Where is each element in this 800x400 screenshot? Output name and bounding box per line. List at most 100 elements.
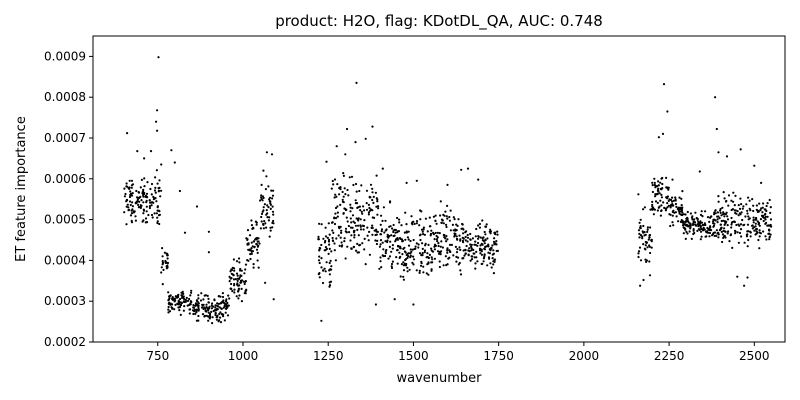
data-point <box>250 224 254 227</box>
data-point <box>154 191 157 194</box>
data-point <box>380 230 383 233</box>
data-point <box>349 210 352 213</box>
data-point <box>469 232 472 236</box>
data-point <box>330 268 333 271</box>
data-point <box>207 230 210 233</box>
data-point <box>689 212 693 215</box>
data-point <box>751 198 754 201</box>
data-point <box>655 193 658 196</box>
data-point <box>402 269 406 272</box>
data-point <box>740 211 743 214</box>
data-point <box>717 195 720 198</box>
data-point <box>469 259 472 262</box>
data-point <box>745 203 748 206</box>
data-point <box>725 199 728 203</box>
data-point <box>474 240 477 243</box>
data-point <box>665 207 668 210</box>
data-point <box>404 258 408 261</box>
data-point <box>381 254 384 257</box>
data-point <box>674 199 677 202</box>
data-point <box>434 214 437 217</box>
data-point <box>167 299 170 302</box>
data-point <box>475 227 478 231</box>
data-point <box>437 244 440 248</box>
data-point <box>746 212 749 215</box>
data-point <box>341 190 344 194</box>
data-point <box>478 222 481 226</box>
data-point <box>481 262 484 265</box>
data-point <box>700 235 703 238</box>
data-point <box>680 204 683 207</box>
data-point <box>188 312 191 315</box>
data-point <box>260 194 263 197</box>
data-point <box>721 206 724 209</box>
data-point <box>464 239 467 242</box>
data-point <box>679 220 683 223</box>
data-point <box>674 196 677 199</box>
data-point <box>143 185 146 188</box>
x-tick-label: 1500 <box>398 349 429 363</box>
data-point <box>733 220 737 224</box>
data-point <box>454 245 457 248</box>
data-point <box>161 255 164 258</box>
data-point <box>182 300 185 303</box>
data-point <box>458 246 461 249</box>
data-point <box>233 288 236 291</box>
data-point <box>358 243 362 246</box>
data-point <box>197 297 200 300</box>
data-point <box>407 230 410 233</box>
data-point <box>474 267 477 270</box>
data-point <box>364 263 367 266</box>
data-point <box>137 203 140 206</box>
data-point <box>687 225 690 228</box>
data-point <box>748 217 751 220</box>
data-point <box>167 311 170 314</box>
data-point <box>665 176 668 179</box>
data-point <box>753 229 756 232</box>
data-point <box>145 205 148 208</box>
data-point <box>317 259 321 262</box>
data-point <box>415 269 418 272</box>
data-point <box>486 237 489 240</box>
data-point <box>145 192 149 195</box>
data-point <box>228 275 231 278</box>
data-point <box>404 211 407 214</box>
data-point <box>637 193 640 196</box>
data-point <box>446 217 449 220</box>
data-point <box>229 270 232 273</box>
data-point <box>496 230 499 233</box>
data-point <box>492 240 496 243</box>
data-point <box>450 243 453 246</box>
data-point <box>674 202 678 206</box>
data-point <box>725 211 728 214</box>
data-point <box>464 231 467 234</box>
data-point <box>476 260 479 263</box>
data-point <box>160 189 163 192</box>
data-point <box>143 157 146 160</box>
data-point <box>163 251 166 254</box>
data-point <box>220 307 223 310</box>
data-point <box>680 209 683 212</box>
data-point <box>439 214 442 217</box>
data-point <box>352 231 356 234</box>
data-point <box>318 246 321 250</box>
data-point <box>412 303 415 306</box>
data-point <box>170 149 173 152</box>
data-point <box>435 238 438 241</box>
data-point <box>466 167 470 170</box>
data-point <box>153 197 156 200</box>
data-point <box>233 267 236 270</box>
data-point <box>488 230 491 233</box>
data-point <box>719 207 722 211</box>
data-point <box>469 245 473 248</box>
data-point <box>418 252 422 255</box>
data-point <box>331 179 334 183</box>
data-point <box>233 282 236 286</box>
data-point <box>248 234 252 237</box>
data-point <box>344 193 347 196</box>
data-point <box>477 178 480 181</box>
data-point <box>130 219 133 222</box>
data-point <box>721 233 725 236</box>
data-point <box>328 285 331 288</box>
data-point <box>188 297 191 301</box>
